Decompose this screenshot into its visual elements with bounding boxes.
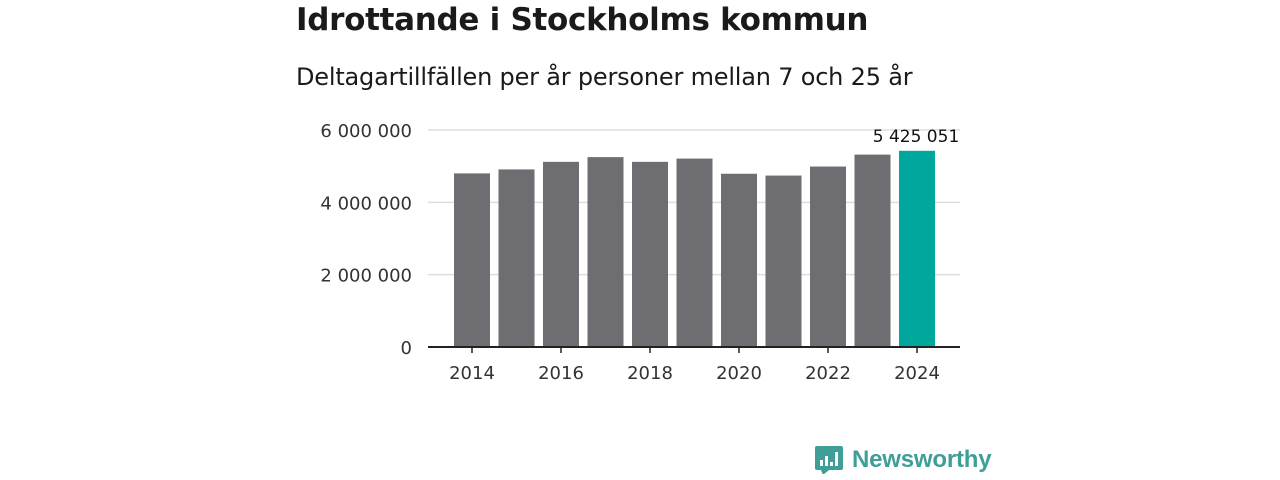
x-tick-label: 2024: [894, 363, 940, 384]
chart-subtitle: Deltagartillfällen per år personer mella…: [296, 63, 913, 91]
bar-2014: [454, 173, 490, 347]
x-tick-label: 2020: [716, 363, 762, 384]
y-tick-label: 4 000 000: [320, 193, 412, 214]
bar-2022: [810, 166, 846, 347]
x-tick-label: 2014: [449, 363, 495, 384]
labels: 0 2 000 000 4 000 000 6 000 000 2014 2016 2018…: [320, 121, 959, 384]
bar-2021: [765, 175, 802, 347]
bar-2016: [543, 161, 579, 347]
y-tick-label: 0: [401, 338, 412, 359]
newsworthy-logo-icon: [815, 446, 843, 474]
y-tick-label: 2 000 000: [320, 266, 412, 287]
bar-2020: [721, 173, 757, 347]
y-tick-label: 6 000 000: [320, 121, 412, 142]
bar-2015: [498, 169, 535, 347]
chart-title: Idrottande i Stockholms kommun: [296, 2, 869, 38]
bars: [454, 150, 935, 347]
bar-2019: [676, 158, 713, 347]
x-tick-label: 2016: [538, 363, 584, 384]
x-tick-label: 2022: [805, 363, 851, 384]
axes: [428, 346, 960, 353]
brand-name: Newsworthy: [852, 446, 992, 473]
x-tick-label: 2018: [627, 363, 673, 384]
bar-2023: [854, 154, 891, 347]
value-annotation: 5 425 051: [873, 127, 960, 147]
brand-logo[interactable]: Newsworthy: [815, 446, 992, 474]
bar-2018: [632, 161, 668, 347]
bar-2024: [899, 150, 935, 347]
bar-2017: [587, 157, 624, 347]
